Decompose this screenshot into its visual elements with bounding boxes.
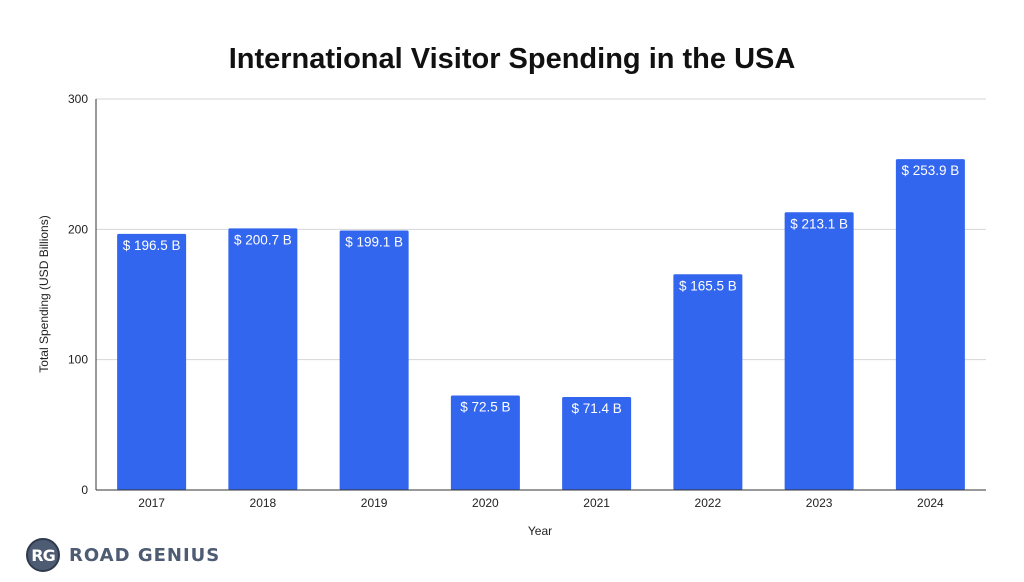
- y-tick-label: 300: [68, 92, 88, 106]
- road-genius-logo-icon: RG: [26, 538, 60, 572]
- x-tick-label: 2023: [806, 496, 833, 510]
- x-tick-label: 2017: [138, 496, 165, 510]
- data-label-2020: $ 72.5 B: [460, 400, 510, 415]
- x-tick-label: 2019: [361, 496, 388, 510]
- y-tick-label: 100: [68, 353, 88, 367]
- data-label-2019: $ 199.1 B: [345, 235, 403, 250]
- brand: RG ROAD GENIUS: [26, 537, 220, 573]
- data-label-2022: $ 165.5 B: [679, 278, 737, 293]
- x-tick-label: 2018: [250, 496, 277, 510]
- data-labels: $ 196.5 B $ 200.7 B $ 199.1 B $ 72.5 B $ 71.…: [123, 163, 960, 416]
- brand-name: ROAD GENIUS: [69, 544, 221, 566]
- bar-2020: [450, 395, 520, 490]
- bar-2022: [673, 274, 743, 490]
- data-label-2017: $ 196.5 B: [123, 238, 181, 253]
- data-label-2018: $ 200.7 B: [234, 232, 292, 247]
- bar-2021: [562, 396, 632, 490]
- bar-2024: [895, 159, 965, 490]
- data-label-2024: $ 253.9 B: [901, 163, 959, 178]
- bars: [117, 159, 965, 490]
- bar-2018: [228, 228, 298, 490]
- y-axis-ticks: 0 100 200 300: [68, 92, 88, 497]
- chart-title: International Visitor Spending in the US…: [229, 43, 796, 75]
- y-tick-label: 0: [81, 483, 88, 497]
- x-tick-label: 2021: [583, 496, 610, 510]
- y-axis-label: Total Spending (USD Billions): [37, 215, 51, 372]
- x-tick-label: 2022: [695, 496, 722, 510]
- x-tick-label: 2020: [472, 496, 499, 510]
- bar-2023: [784, 212, 854, 490]
- x-tick-label: 2024: [917, 496, 944, 510]
- y-tick-label: 200: [68, 222, 88, 236]
- bar-2019: [339, 230, 409, 490]
- x-axis-label: Year: [528, 524, 552, 538]
- data-label-2023: $ 213.1 B: [790, 216, 848, 231]
- data-label-2021: $ 71.4 B: [571, 401, 621, 416]
- x-axis-ticks: 2017 2018 2019 2020 2021 2022 2023 2024: [138, 496, 944, 510]
- bar-2017: [117, 233, 187, 490]
